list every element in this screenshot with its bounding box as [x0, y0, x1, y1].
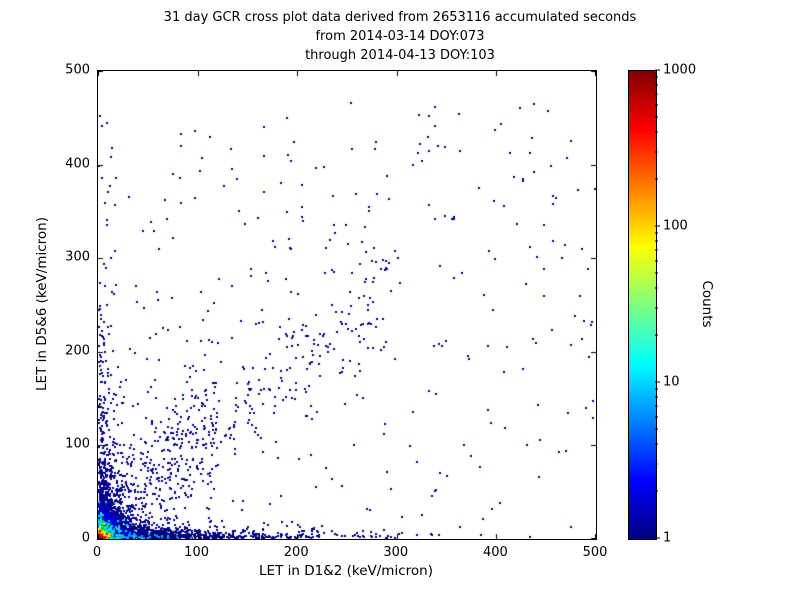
colorbar-tick-mark [655, 537, 660, 539]
colorbar-minor-tick-mark [655, 334, 658, 336]
colorbar-minor-tick-mark [655, 416, 658, 418]
colorbar-tick-label: 10 [663, 374, 680, 390]
y-tick-label: 400 [65, 156, 90, 172]
x-tick-label: 0 [92, 545, 102, 560]
chart-title-line3: through 2014-04-13 DOY:103 [305, 48, 495, 63]
y-tick-label: 100 [65, 436, 90, 452]
colorbar-minor-tick-mark [655, 396, 658, 398]
colorbar-minor-tick-mark [655, 287, 658, 289]
scatter-canvas [98, 71, 596, 539]
x-tick-label: 100 [184, 545, 210, 560]
colorbar-tick-label: 1 [663, 530, 672, 546]
colorbar-minor-tick-mark [655, 232, 658, 234]
colorbar-minor-tick-mark [655, 178, 658, 180]
colorbar-minor-tick-mark [655, 272, 658, 274]
colorbar-minor-tick-mark [655, 240, 658, 242]
colorbar-minor-tick-mark [655, 151, 658, 153]
colorbar-minor-tick-mark [655, 93, 658, 95]
chart-title-line1: 31 day GCR cross plot data derived from … [163, 10, 637, 25]
colorbar-minor-tick-mark [655, 405, 658, 407]
colorbar-minor-tick-mark [655, 104, 658, 106]
colorbar-minor-tick-mark [655, 428, 658, 430]
y-tick-label: 500 [65, 62, 90, 78]
colorbar-minor-tick-mark [655, 388, 658, 390]
colorbar-minor-tick-mark [655, 116, 658, 118]
colorbar-minor-tick-mark [655, 463, 658, 465]
colorbar-tick-label: 1000 [663, 62, 697, 78]
y-tick-label: 0 [81, 530, 90, 546]
colorbar-minor-tick-mark [655, 260, 658, 262]
x-tick-label: 500 [582, 545, 608, 560]
y-tick-label: 200 [65, 343, 90, 359]
colorbar [628, 70, 657, 540]
plot-area [97, 70, 597, 540]
colorbar-label: Counts [699, 280, 715, 328]
colorbar-minor-tick-mark [655, 249, 658, 251]
chart-title-line2: from 2014-03-14 DOY:073 [315, 29, 485, 44]
x-axis-label: LET in D1&2 (keV/micron) [259, 563, 433, 579]
colorbar-tick-mark [655, 69, 660, 71]
x-tick-label: 300 [383, 545, 409, 560]
colorbar-minor-tick-mark [655, 131, 658, 133]
colorbar-minor-tick-mark [655, 76, 658, 78]
chart-title-block: 31 day GCR cross plot data derived from … [0, 8, 800, 65]
colorbar-minor-tick-mark [655, 443, 658, 445]
colorbar-minor-tick-mark [655, 307, 658, 309]
colorbar-tick-mark [655, 225, 660, 227]
y-tick-label: 300 [65, 249, 90, 265]
y-axis-label: LET in D5&6 (keV/micron) [34, 217, 50, 391]
colorbar-tick-mark [655, 381, 660, 383]
x-tick-label: 200 [283, 545, 309, 560]
colorbar-minor-tick-mark [655, 84, 658, 86]
x-tick-label: 400 [482, 545, 508, 560]
colorbar-tick-label: 100 [663, 218, 688, 234]
colorbar-minor-tick-mark [655, 490, 658, 492]
